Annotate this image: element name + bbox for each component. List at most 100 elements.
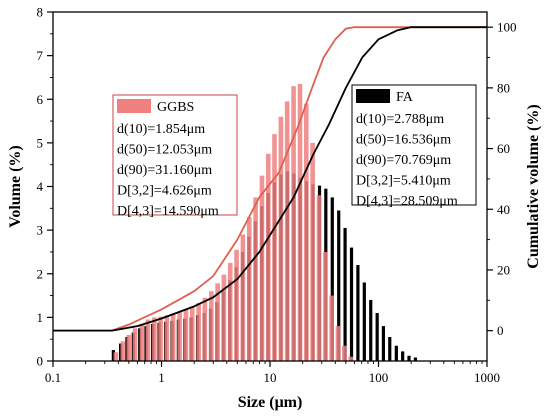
- bar-ggbs-6: [152, 317, 157, 361]
- bar-fa-46: [407, 355, 411, 361]
- bar-fa-39: [362, 282, 366, 361]
- y-tick-label-0: 0: [37, 354, 44, 369]
- bar-ggbs-1: [120, 341, 126, 361]
- bar-ggbs-0: [113, 352, 119, 361]
- legend-ggbs-d50: d(50)=12.053μm: [117, 143, 212, 158]
- bar-fa-44: [394, 345, 398, 361]
- bar-ggbs-8: [164, 315, 170, 361]
- y-tick-label-4: 4: [37, 179, 44, 194]
- legend-fa: FA d(10)=2.788μm d(50)=16.536μm d(90)=70…: [351, 84, 477, 209]
- bar-fa-43: [388, 337, 392, 361]
- cumulative-curve-layer: [53, 26, 487, 332]
- bar-ggbs-3: [132, 328, 138, 361]
- cumulative-line-fa: [53, 26, 487, 332]
- bar-ggbs-13: [196, 302, 201, 361]
- bar-ggbs-15: [209, 291, 214, 361]
- legend-fa-frame: [351, 84, 477, 206]
- y2-tick-label-2: 40: [497, 202, 510, 217]
- x-axis-label: Size (μm): [238, 394, 303, 411]
- bar-ggbs-2: [126, 334, 132, 361]
- legend-ggbs: GGBS d(10)=1.854μm d(50)=12.053μm d(90)=…: [112, 94, 238, 219]
- bar-fa-45: [401, 351, 405, 361]
- y2-axis-label: Cumulative volume (%): [525, 104, 542, 268]
- bar-ggbs-29: [297, 83, 303, 361]
- bar-ggbs-18: [227, 262, 233, 361]
- y2-tick-label-3: 60: [497, 141, 510, 156]
- bar-ggbs-11: [183, 309, 189, 361]
- bar-fa-41: [375, 313, 379, 361]
- bar-ggbs-4: [139, 323, 145, 361]
- legend-ggbs-d32: D[3,2]=4.626μm: [117, 184, 212, 199]
- legend-fa-label: FA: [396, 90, 414, 105]
- y-tick-label-3: 3: [37, 223, 44, 238]
- bar-ggbs-30: [303, 103, 309, 362]
- legend-ggbs-d10: d(10)=1.854μm: [117, 122, 205, 137]
- y-tick-label-2: 2: [37, 266, 44, 281]
- bar-ggbs-17: [221, 274, 227, 361]
- x-tick-label-0: 0.1: [45, 370, 61, 385]
- bar-ggbs-26: [278, 116, 284, 361]
- y-axis-label: Volume (%): [7, 145, 24, 228]
- x-tick-label-4: 1000: [474, 370, 500, 385]
- bar-fa-35: [337, 210, 341, 361]
- bar-fa-36: [343, 227, 347, 361]
- bar-fa-37: [349, 247, 354, 361]
- bar-ggbs-31: [310, 142, 315, 361]
- bar-fa-42: [381, 326, 386, 361]
- legend-ggbs-swatch: [117, 99, 151, 113]
- bar-ggbs-12: [189, 306, 195, 361]
- bar-ggbs-25: [272, 134, 277, 361]
- x-tick-label-3: 100: [369, 370, 389, 385]
- y2-tick-label-1: 20: [497, 262, 510, 277]
- bar-ggbs-32: [316, 195, 322, 361]
- bar-ggbs-22: [253, 197, 258, 361]
- bar-ggbs-19: [234, 249, 239, 361]
- bar-ggbs-7: [158, 316, 163, 361]
- bar-ggbs-23: [259, 175, 265, 361]
- bar-ggbs-33: [323, 251, 328, 361]
- legend-fa-d50: d(50)=16.536μm: [356, 133, 451, 148]
- bar-fa-0: [111, 350, 115, 361]
- bar-ggbs-36: [342, 345, 347, 361]
- y-tick-label-5: 5: [37, 135, 44, 150]
- bar-ggbs-9: [170, 313, 176, 361]
- bar-ggbs-16: [215, 283, 220, 361]
- legend-fa-d10: d(10)=2.788μm: [356, 112, 444, 127]
- legend-ggbs-label: GGBS: [157, 100, 194, 115]
- bar-layer: [111, 83, 418, 362]
- bar-fa-34: [330, 197, 334, 361]
- legend-fa-d32: D[3,2]=5.410μm: [356, 174, 451, 189]
- legend-fa-swatch: [356, 89, 390, 103]
- y2-tick-label-5: 100: [497, 20, 517, 35]
- x-tick-label-2: 10: [264, 370, 277, 385]
- y-tick-label-6: 6: [37, 92, 44, 107]
- bar-ggbs-14: [202, 297, 208, 361]
- y2-tick-label-0: 0: [497, 323, 504, 338]
- bar-fa-38: [356, 265, 360, 361]
- y2-tick-label-4: 80: [497, 80, 510, 95]
- y-tick-label-7: 7: [37, 48, 44, 63]
- bar-ggbs-37: [348, 356, 353, 361]
- bar-ggbs-34: [329, 295, 334, 361]
- legend-fa-d43: D[4,3]=28.509μm: [356, 194, 458, 209]
- cumulative-line-ggbs: [53, 26, 487, 332]
- bar-fa-47: [413, 357, 418, 361]
- bar-ggbs-5: [145, 319, 151, 361]
- bar-ggbs-20: [240, 234, 246, 361]
- bar-ggbs-24: [265, 153, 271, 361]
- bar-fa-40: [369, 299, 373, 361]
- bar-ggbs-28: [291, 86, 296, 361]
- bar-ggbs-21: [246, 217, 252, 361]
- legend-ggbs-d43: D[4,3]=14.590μm: [117, 204, 219, 219]
- bar-ggbs-10: [177, 312, 182, 361]
- y-tick-label-8: 8: [37, 5, 44, 20]
- legend-ggbs-d90: d(90)=31.160μm: [117, 163, 212, 178]
- bar-ggbs-35: [335, 326, 341, 361]
- bar-ggbs-27: [284, 101, 290, 362]
- x-tick-label-1: 1: [158, 370, 165, 385]
- legend-fa-d90: d(90)=70.769μm: [356, 153, 451, 168]
- legend-ggbs-frame: [112, 94, 238, 216]
- y-tick-label-1: 1: [37, 310, 44, 325]
